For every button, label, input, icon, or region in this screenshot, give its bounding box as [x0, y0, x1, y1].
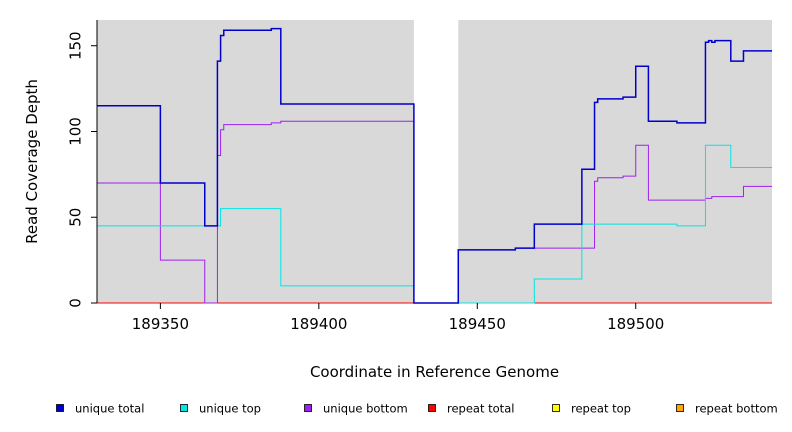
legend-label-repeat-total: repeat total: [447, 402, 514, 416]
x-tick-label: 189400: [290, 315, 347, 333]
x-tick-label: 189500: [607, 315, 664, 333]
legend-swatch-repeat-bottom: [677, 405, 684, 412]
legend-swatch-unique-bottom: [305, 405, 312, 412]
legend-label-unique-total: unique total: [75, 402, 144, 416]
legend-swatch-unique-top: [181, 405, 188, 412]
legend-swatch-repeat-top: [553, 405, 560, 412]
y-tick-label: 150: [66, 31, 84, 60]
legend-swatch-unique-total: [57, 405, 64, 412]
x-tick-label: 189450: [449, 315, 506, 333]
legend-label-unique-top: unique top: [199, 402, 261, 416]
legend-label-repeat-top: repeat top: [571, 402, 631, 416]
y-tick-label: 50: [66, 208, 84, 227]
y-tick-label: 0: [66, 298, 84, 308]
legend-label-repeat-bottom: repeat bottom: [695, 402, 778, 416]
x-tick-label: 189350: [132, 315, 189, 333]
plot-panel-left: [97, 20, 414, 303]
y-tick-label: 100: [66, 117, 84, 146]
legend: unique total unique top unique bottom repea…: [57, 402, 778, 416]
legend-swatch-repeat-total: [429, 405, 436, 412]
plot-panel-right: [458, 20, 772, 303]
y-axis-label: Read Coverage Depth: [23, 79, 41, 244]
x-axis-label: Coordinate in Reference Genome: [310, 363, 559, 381]
legend-label-unique-bottom: unique bottom: [323, 402, 408, 416]
